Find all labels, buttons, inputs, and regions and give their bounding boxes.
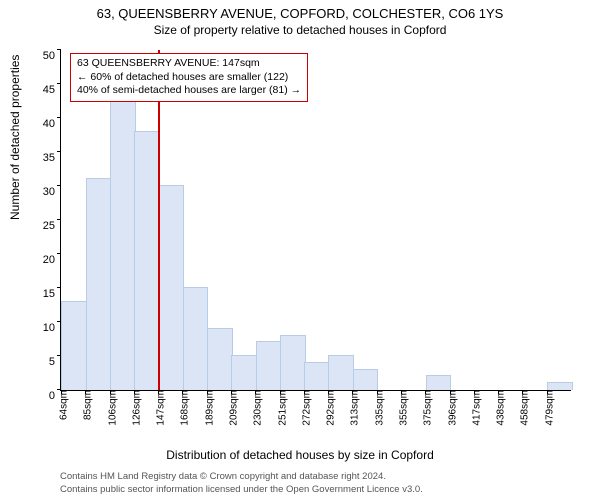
x-tick-mark [425, 390, 426, 394]
histogram-bar [256, 341, 282, 390]
y-tick-mark [57, 117, 61, 118]
x-tick-mark [522, 390, 523, 394]
histogram-bar [207, 328, 233, 390]
y-tick-mark [57, 185, 61, 186]
x-tick-mark [61, 390, 62, 394]
x-tick-mark [304, 390, 305, 394]
histogram-bar [134, 131, 160, 390]
annotation-line-1: 63 QUEENSBERRY AVENUE: 147sqm [77, 57, 301, 71]
histogram-bar [304, 362, 330, 390]
x-tick-mark [231, 390, 232, 394]
x-tick-mark [450, 390, 451, 394]
x-tick-label: 375sqm [417, 390, 434, 426]
histogram-bar [231, 355, 257, 390]
x-tick-label: 417sqm [465, 390, 482, 426]
x-tick-label: 230sqm [247, 390, 264, 426]
footer-line-1: Contains HM Land Registry data © Crown c… [60, 471, 423, 483]
y-tick-mark [57, 49, 61, 50]
property-annotation: 63 QUEENSBERRY AVENUE: 147sqm ← 60% of d… [70, 53, 308, 102]
chart-subtitle: Size of property relative to detached ho… [0, 21, 600, 37]
annotation-line-3: 40% of semi-detached houses are larger (… [77, 84, 301, 98]
x-tick-label: 355sqm [393, 390, 410, 426]
y-tick-label: 20 [43, 254, 61, 266]
x-tick-mark [352, 390, 353, 394]
histogram-bar [280, 335, 306, 390]
footer-line-2: Contains public sector information licen… [60, 484, 423, 496]
y-tick-label: 45 [43, 84, 61, 96]
y-tick-mark [57, 253, 61, 254]
x-tick-label: 272sqm [295, 390, 312, 426]
y-tick-mark [57, 83, 61, 84]
attribution-footer: Contains HM Land Registry data © Crown c… [60, 471, 423, 496]
annotation-line-2: ← 60% of detached houses are smaller (12… [77, 71, 301, 85]
x-tick-mark [158, 390, 159, 394]
histogram-bar [183, 287, 209, 390]
x-tick-label: 189sqm [198, 390, 215, 426]
x-tick-label: 458sqm [514, 390, 531, 426]
y-tick-mark [57, 151, 61, 152]
chart-title: 63, QUEENSBERRY AVENUE, COPFORD, COLCHES… [0, 0, 600, 21]
x-tick-mark [207, 390, 208, 394]
histogram-bar [547, 382, 573, 390]
x-tick-label: 209sqm [223, 390, 240, 426]
histogram-bar [328, 355, 354, 390]
x-tick-label: 292sqm [320, 390, 337, 426]
histogram-bar [86, 178, 112, 390]
y-tick-label: 30 [43, 186, 61, 198]
x-tick-mark [255, 390, 256, 394]
x-tick-mark [547, 390, 548, 394]
x-tick-mark [401, 390, 402, 394]
y-tick-mark [57, 287, 61, 288]
y-tick-label: 5 [49, 356, 61, 368]
y-tick-mark [57, 219, 61, 220]
x-axis-label: Distribution of detached houses by size … [0, 448, 600, 462]
x-tick-mark [377, 390, 378, 394]
x-tick-mark [498, 390, 499, 394]
histogram-bar [110, 97, 136, 390]
x-tick-label: 168sqm [174, 390, 191, 426]
x-tick-mark [110, 390, 111, 394]
x-tick-label: 438sqm [490, 390, 507, 426]
x-tick-label: 85sqm [77, 390, 94, 420]
x-tick-label: 106sqm [101, 390, 118, 426]
x-tick-label: 126sqm [125, 390, 142, 426]
x-tick-label: 251sqm [271, 390, 288, 426]
x-tick-label: 479sqm [538, 390, 555, 426]
x-tick-mark [85, 390, 86, 394]
x-tick-label: 313sqm [344, 390, 361, 426]
y-tick-label: 10 [43, 322, 61, 334]
histogram-bar [158, 185, 184, 390]
x-tick-label: 64sqm [53, 390, 70, 420]
x-tick-label: 147sqm [150, 390, 167, 426]
y-tick-label: 40 [43, 118, 61, 130]
y-tick-label: 35 [43, 152, 61, 164]
x-tick-mark [280, 390, 281, 394]
y-tick-label: 15 [43, 288, 61, 300]
histogram-bar [426, 375, 452, 390]
x-tick-mark [182, 390, 183, 394]
y-axis-label: Number of detached properties [8, 55, 22, 220]
y-tick-label: 50 [43, 50, 61, 62]
histogram-bar [61, 301, 87, 390]
x-tick-label: 335sqm [368, 390, 385, 426]
x-tick-mark [474, 390, 475, 394]
x-tick-mark [134, 390, 135, 394]
x-tick-mark [328, 390, 329, 394]
histogram-bar [353, 369, 379, 390]
y-tick-label: 25 [43, 220, 61, 232]
x-tick-label: 396sqm [441, 390, 458, 426]
